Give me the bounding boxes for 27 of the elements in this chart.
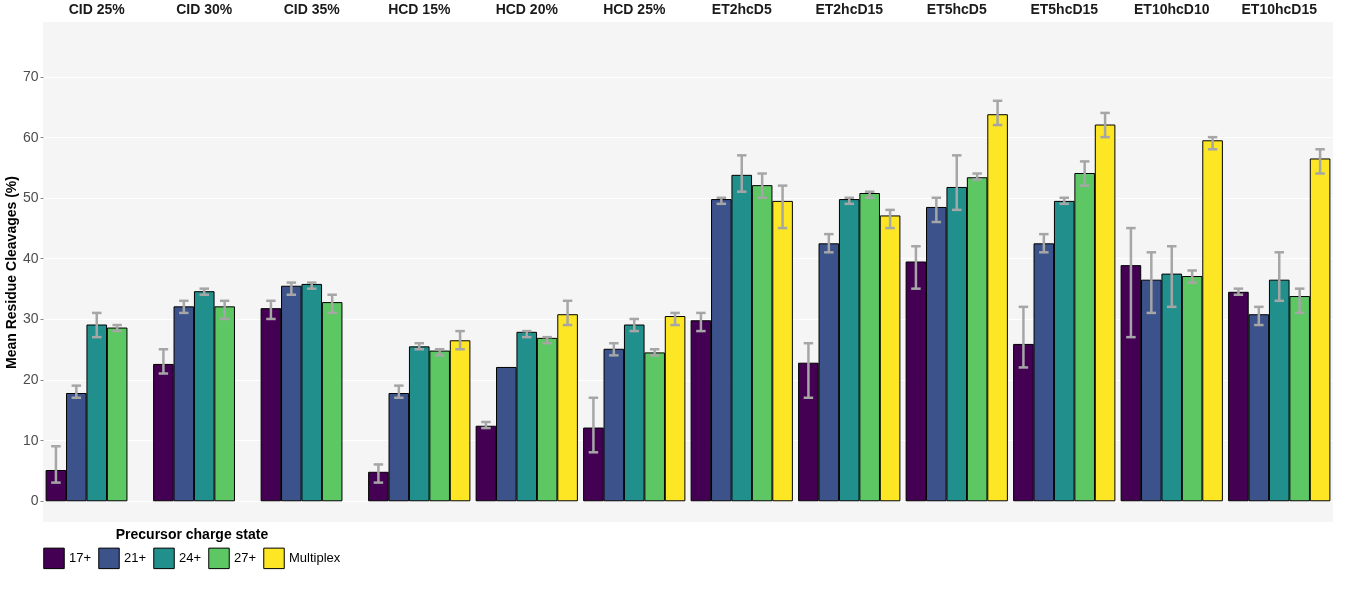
x-tick-label: CID 30% bbox=[176, 0, 233, 17]
y-tick-label: 10 bbox=[22, 431, 39, 448]
y-tick-label: 0 bbox=[30, 492, 39, 509]
x-tick-label: ET5hcD15 bbox=[1030, 0, 1099, 17]
y-tick-label: 60 bbox=[22, 128, 39, 145]
x-tick-label: ET5hcD5 bbox=[926, 0, 987, 17]
x-tick-label: CID 35% bbox=[283, 0, 341, 17]
x-tick-label: ET2hcD5 bbox=[711, 0, 772, 17]
x-tick-label: HCD 25% bbox=[603, 0, 666, 17]
y-tick-label: 20 bbox=[22, 371, 39, 388]
y-tick-label: 40 bbox=[22, 249, 39, 266]
legend-label: 21+ bbox=[124, 550, 147, 566]
y-tick-label: 50 bbox=[22, 189, 39, 206]
legend-label: 27+ bbox=[234, 550, 257, 566]
y-axis-title: Mean Residue Cleavages (%) bbox=[2, 176, 19, 369]
x-tick-label: ET10hcD10 bbox=[1134, 0, 1210, 17]
legend-label: Multiplex bbox=[289, 550, 341, 566]
x-tick-label: ET2hcD15 bbox=[815, 0, 884, 17]
x-tick-label: HCD 20% bbox=[495, 0, 559, 17]
x-tick-label: ET10hcD15 bbox=[1241, 0, 1318, 17]
y-tick-label: 30 bbox=[22, 310, 39, 327]
x-tick-label: CID 25% bbox=[68, 0, 126, 17]
legend-title: Precursor charge state bbox=[115, 526, 269, 542]
x-tick-label: HCD 15% bbox=[388, 0, 451, 17]
legend-label: 24+ bbox=[179, 550, 202, 566]
y-tick-label: 70 bbox=[22, 68, 39, 85]
legend-label: 17+ bbox=[69, 550, 92, 566]
